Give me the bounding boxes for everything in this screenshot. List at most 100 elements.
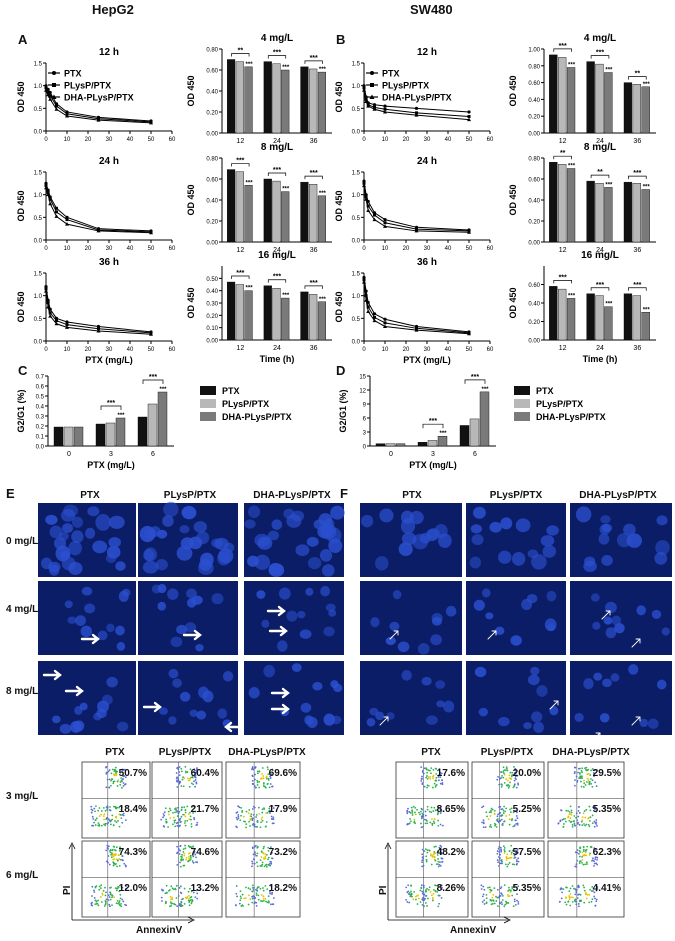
flow-dot-sw-0-0-2-11 xyxy=(431,822,434,825)
flow-dot-hep-1-2-0-19 xyxy=(261,861,264,864)
flow-dot-hep-1-2-1-8 xyxy=(251,884,254,887)
flow-dot-sw-1-0-2-7 xyxy=(437,889,440,891)
flow-dot-hep-1-2-0-13 xyxy=(254,853,257,856)
flow-dot-hep-0-0-2-20 xyxy=(105,817,108,819)
nucleus-0-0-0-19 xyxy=(105,553,117,564)
flow-dot-sw-0-1-2-19 xyxy=(505,807,508,810)
line-xtick-label-5-2: 20 xyxy=(403,347,410,353)
flow-dot-hep-0-2-0-23 xyxy=(266,766,269,769)
bar-ylabel-7: OD 450 xyxy=(186,184,196,215)
flow-dot-hep-0-2-1-31 xyxy=(237,805,239,808)
flow-dot-hep-1-2-0-37 xyxy=(264,853,267,856)
g2-bar-0-0-1 xyxy=(63,426,74,447)
line-title-3: 12 h xyxy=(417,47,437,58)
flow-dot-hep-1-1-0-46 xyxy=(192,845,195,848)
flow-dot-hep-0-1-1-14 xyxy=(165,818,167,821)
flow-dot-hep-1-0-0-59 xyxy=(111,849,114,852)
flow-dot-hep-0-1-1-15 xyxy=(169,817,172,819)
flow-dot-hep-0-2-2-18 xyxy=(255,826,257,828)
flow-dot-hep-0-2-0-8 xyxy=(254,773,256,776)
flow-dot-hep-1-0-2-24 xyxy=(125,887,127,890)
nucleus-0-1-2-7 xyxy=(325,603,336,612)
flow-dot-hep-0-0-1-38 xyxy=(94,819,97,821)
flow-dot-hep-1-0-1-33 xyxy=(109,905,111,908)
bar-6-0-1 xyxy=(235,61,244,134)
flow-dot-hep-0-2-1-9 xyxy=(237,813,240,816)
bar-10-0-0 xyxy=(549,161,558,243)
line-ytick-label-1-0: 0.0 xyxy=(34,239,43,245)
flow-dot-hep-1-0-0-23 xyxy=(106,844,109,847)
flow-dot-hep-1-0-2-34 xyxy=(125,885,127,888)
line-point-4-1-2 xyxy=(366,204,370,208)
flow-dot-sw-1-0-0-35 xyxy=(421,853,424,856)
flow-dot-sw-1-0-0-26 xyxy=(440,848,443,851)
arrow-1-1-2-1 xyxy=(631,638,641,648)
flow-upper-pct-hep-0-2: 69.6% xyxy=(269,768,297,779)
flow-dot-sw-1-0-0-13 xyxy=(437,865,440,868)
flow-dot-hep-1-1-0-12 xyxy=(189,854,192,857)
flow-dot-hep-1-0-2-37 xyxy=(117,885,120,888)
flow-dot-sw-0-0-1-34 xyxy=(407,823,410,825)
nucleus-1-1-2-1 xyxy=(592,621,601,630)
flow-dot-sw-1-1-1-2 xyxy=(496,896,499,899)
line-legend-label-hep-0: PTX xyxy=(64,69,82,79)
flow-dot-sw-1-2-2-31 xyxy=(591,898,594,901)
flow-dot-hep-1-0-1-12 xyxy=(98,885,101,888)
nucleus-1-2-1-8 xyxy=(549,705,559,716)
nucleus-1-0-1-4 xyxy=(470,524,482,534)
flow-dot-hep-1-0-0-39 xyxy=(110,856,113,859)
flow-dot-hep-0-2-0-56 xyxy=(264,785,266,788)
flow-dot-sw-0-2-1-12 xyxy=(569,805,572,808)
g2-bar-0-0-2 xyxy=(73,426,84,447)
flow-dot-hep-0-2-0-53 xyxy=(268,786,271,789)
flow-dot-hep-1-0-0-22 xyxy=(107,861,109,864)
flow-dot-sw-0-0-1-20 xyxy=(406,812,409,815)
bar-sig-bracket-8-0 xyxy=(231,275,250,280)
flow-dot-hep-1-1-2-38 xyxy=(180,900,183,903)
flow-dot-sw-1-0-2-29 xyxy=(437,894,440,897)
flow-dot-hep-0-2-2-11 xyxy=(268,807,271,810)
flow-yaxis-head-sw xyxy=(384,842,392,850)
bar-title-11: 16 mg/L xyxy=(581,250,619,261)
flow-plot-hep-r1-c1: 74.6%13.2% xyxy=(151,840,223,918)
bar-6-1-2 xyxy=(281,69,290,134)
flow-dot-hep-1-1-2-39 xyxy=(181,904,184,907)
flow-dot-hep-0-0-2-38 xyxy=(122,814,125,817)
nucleus-0-1-1-3 xyxy=(195,643,204,652)
g2-xlabel-1: PTX (mg/L) xyxy=(409,460,457,470)
flow-dot-hep-1-2-1-35 xyxy=(241,904,244,907)
flow-dot-hep-0-2-1-29 xyxy=(235,825,238,828)
flow-dot-hep-0-1-1-22 xyxy=(179,817,182,820)
flow-dot-hep-0-2-2-17 xyxy=(270,815,273,818)
flow-dot-sw-1-2-2-18 xyxy=(589,888,592,891)
flow-dot-sw-1-0-0-46 xyxy=(437,858,439,860)
line-ytick-label-4-2: 1.0 xyxy=(352,193,361,199)
flow-dot-sw-1-0-2-12 xyxy=(427,888,430,891)
nucleus-0-0-2-3 xyxy=(321,564,335,577)
nucleus-1-1-2-5 xyxy=(651,609,662,620)
flow-dot-sw-1-0-0-39 xyxy=(440,845,443,848)
bar-9-2-1 xyxy=(632,84,641,134)
flow-dot-hep-0-0-2-12 xyxy=(119,814,122,816)
bar-10-0-2 xyxy=(566,168,576,243)
flow-dot-sw-0-1-0-37 xyxy=(515,786,518,789)
flow-dot-sw-1-0-2-38 xyxy=(438,902,440,905)
flow-dot-sw-0-2-0-27 xyxy=(593,769,596,772)
flow-dot-hep-1-0-0-56 xyxy=(118,864,121,867)
flow-dot-sw-0-2-0-25 xyxy=(580,775,583,778)
flow-dot-sw-0-1-0-41 xyxy=(501,784,504,786)
flow-dot-sw-0-2-1-31 xyxy=(575,816,577,819)
flow-dot-sw-0-1-1-39 xyxy=(490,811,492,814)
line-ytick-label-0-0: 0.0 xyxy=(34,130,43,136)
micro-sw-col-ptx: PTX xyxy=(402,490,422,501)
flow-dot-hep-1-1-0-18 xyxy=(195,861,197,864)
bar-6-0-2 xyxy=(244,66,253,134)
line-xtick-label-5-1: 10 xyxy=(382,347,389,353)
g2-legend-label-hep-1: PLysP/PTX xyxy=(222,399,269,409)
flow-dot-sw-1-0-2-39 xyxy=(434,889,437,892)
flow-sw-col-plysp: PLysP/PTX xyxy=(480,747,534,758)
nucleus-0-1-2-4 xyxy=(320,585,331,597)
flow-dot-sw-1-0-1-12 xyxy=(407,884,410,887)
g2-ylabel-1: G2/G1 (%) xyxy=(338,389,348,432)
line-ytick-label-1-3: 1.5 xyxy=(34,171,43,177)
